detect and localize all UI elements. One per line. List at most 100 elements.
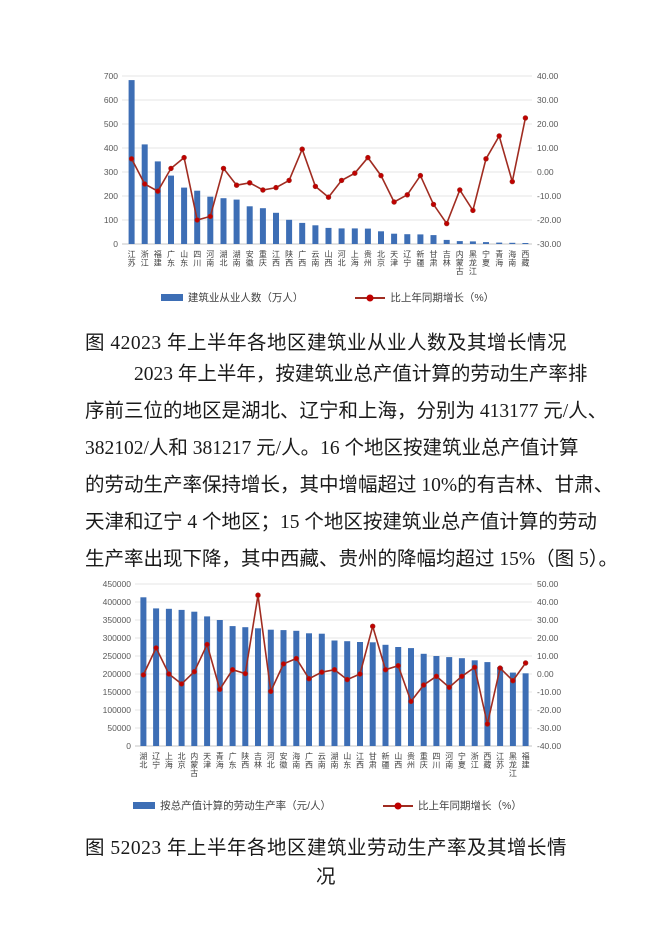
left-axis-tick-label: 100000 [103,705,132,715]
line-point [229,666,236,673]
category-label: 湖南 [331,752,339,770]
bar [331,640,338,746]
line-point [280,661,287,667]
category-label: 甘肃 [369,751,377,770]
left-axis-tick-label: 200 [104,191,118,201]
right-axis-tick-label: -30.00 [537,239,561,249]
category-label: 山西 [394,751,402,770]
bar [433,656,440,746]
line-point [155,188,161,194]
line-point [408,698,414,705]
category-label: 陕西 [285,249,293,268]
line-point [483,156,489,162]
line-point [352,170,358,176]
bar [430,235,437,244]
category-label: 湖南 [233,250,241,268]
category-label: 广西 [305,751,313,770]
category-label: 西藏 [521,250,529,268]
bar [325,227,332,244]
paragraph-line: 天津和辽宁 4 个地区；15 个地区按建筑业总产值计算的劳动 [85,512,597,533]
line-point [273,184,279,191]
bar [220,198,227,244]
bar [154,161,161,244]
category-label: 江西 [272,250,280,268]
right-axis-tick-label: -40.00 [537,741,561,751]
bar [293,630,300,746]
bar-series-label: 建筑业从业人数（万人） [187,292,304,304]
bar [255,628,261,746]
left-axis-tick-label: 200000 [103,669,132,679]
line-point [496,133,502,139]
bar [181,187,188,244]
bar [246,206,253,244]
category-label: 上海 [165,752,173,770]
right-axis-tick-label: -10.00 [537,687,561,697]
category-label: 青海 [495,249,503,268]
line-marker-icon [366,294,374,301]
bar [128,80,135,244]
bar [446,657,453,746]
line-point [217,686,223,693]
line-point [391,199,397,205]
line-point [242,670,249,677]
bar [306,633,312,746]
category-label: 四川 [193,250,201,268]
bar [242,627,249,746]
bar [299,222,306,244]
category-label: 北京 [377,250,385,268]
left-axis-tick-label: 700 [104,71,118,81]
line-point [382,666,389,673]
line-point [204,641,210,648]
category-label: 湖北 [220,250,228,268]
line-point [404,192,410,198]
line-point [286,177,292,184]
category-label: 陕西 [241,751,249,770]
bar [191,611,198,746]
category-label: 甘肃 [430,249,438,268]
line-point [522,660,529,666]
bar [395,647,402,746]
bar [497,667,504,746]
line-point [370,623,376,629]
bar [364,228,371,244]
right-axis-tick-label: 0.00 [537,669,554,679]
category-label: 新疆 [382,751,390,770]
category-label: 湖北 [139,752,147,770]
bar [369,642,376,746]
bar [259,208,266,244]
line-point [268,688,274,695]
paragraph-line: 生产率出现下降，其中西藏、贵州的降幅均超过 15%（图 5）。 [85,549,618,570]
left-axis-tick-label: 300000 [103,633,132,643]
bar [509,672,516,746]
bar [483,242,489,244]
legend-item-bars: 按总产值计算的劳动生产率（元/人） [133,798,331,813]
category-label: 辽宁 [152,752,160,770]
line-point [344,676,350,683]
category-label: 黑龙江 [469,250,477,276]
line-point [233,182,240,188]
line-point [395,662,401,669]
bar [522,243,529,244]
category-label: 云南 [311,250,319,268]
bar [408,648,414,746]
line-point [444,220,450,227]
bar [286,219,293,244]
category-label: 内蒙古 [190,751,198,778]
line-point [457,187,463,193]
line-point [338,177,345,184]
line-point [446,684,452,691]
category-label: 河北 [267,751,275,770]
left-axis-tick-label: 0 [126,741,131,751]
line-point [378,172,384,179]
bar [153,608,160,746]
bar [216,620,223,746]
line-point [325,194,332,200]
bar [496,242,503,244]
line-point [510,677,516,684]
bar [318,633,325,746]
category-label: 吉林 [254,752,262,770]
category-label: 山东 [343,751,351,770]
category-label: 海南 [292,751,300,770]
line-point [417,172,424,179]
